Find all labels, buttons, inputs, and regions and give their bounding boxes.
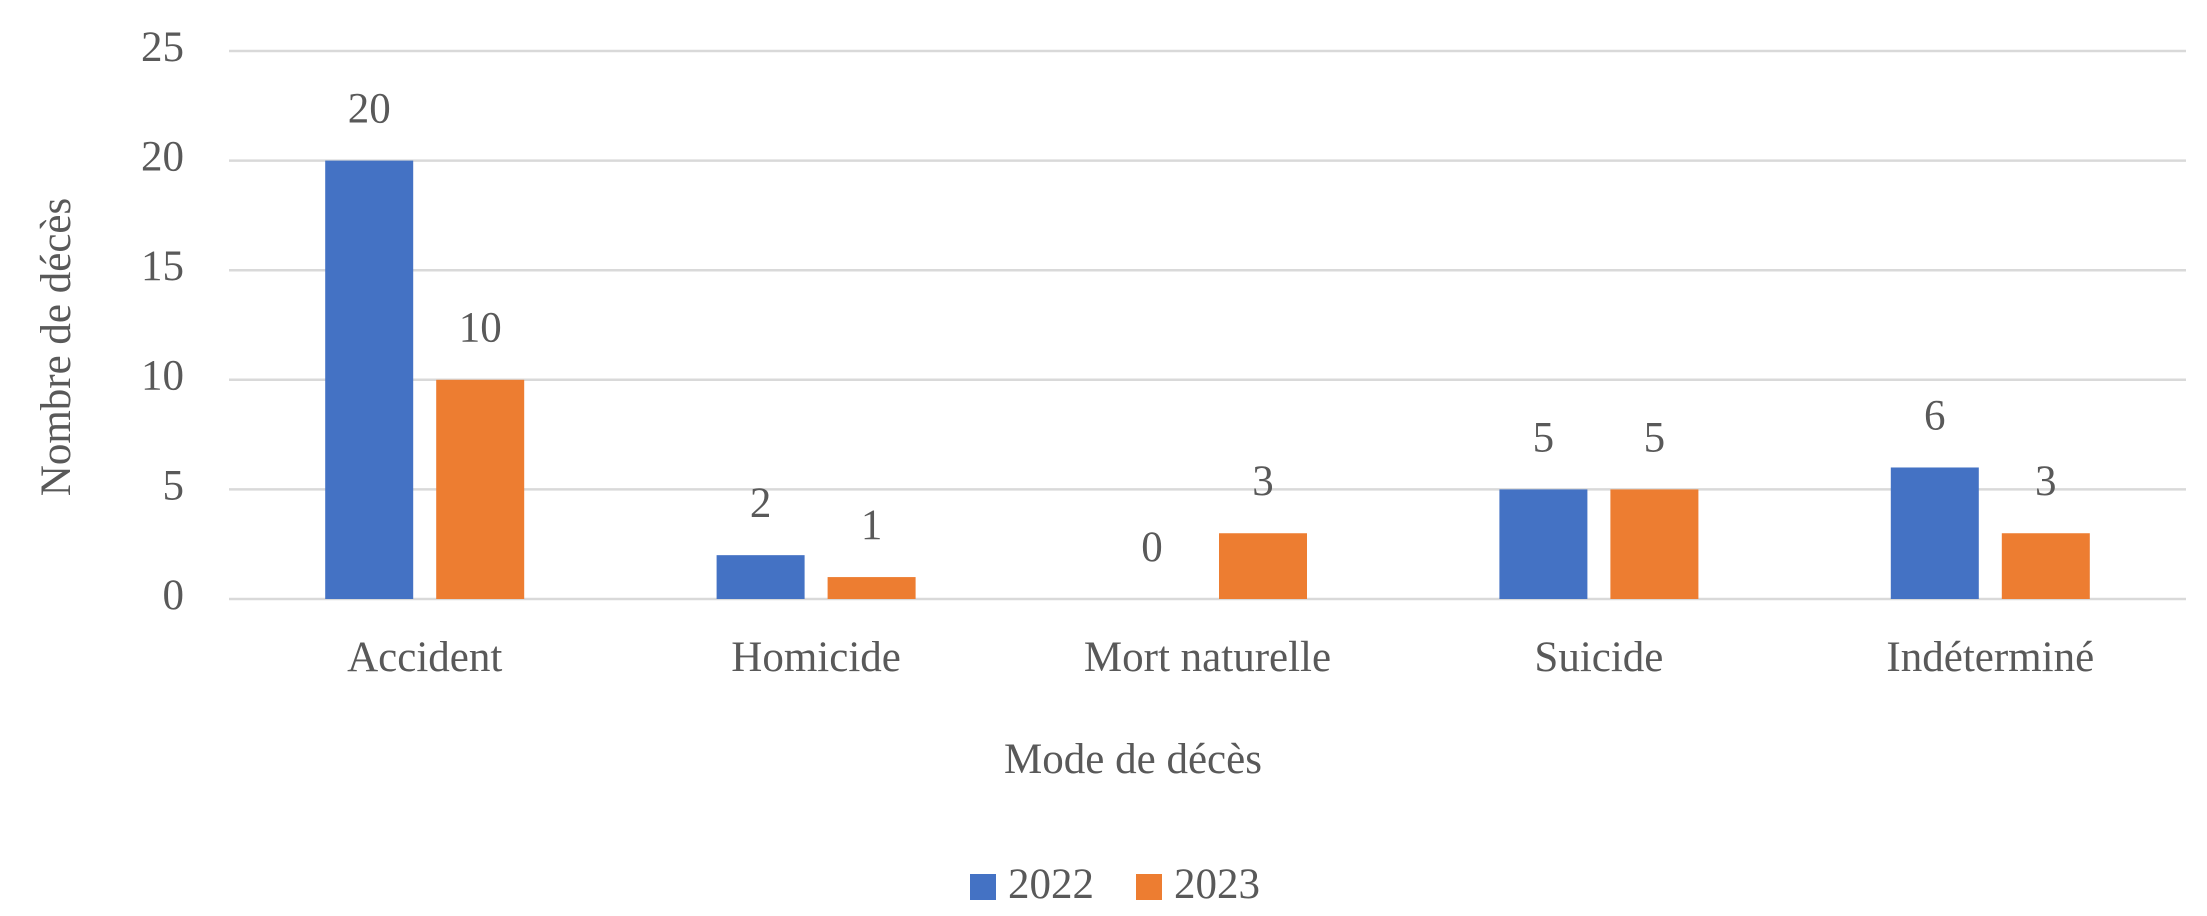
data-label: 5 [1533, 414, 1555, 461]
y-axis-title: Nombre de décès [33, 198, 80, 496]
y-tick-label: 25 [141, 24, 184, 71]
data-label: 6 [1924, 392, 1946, 439]
bar [716, 555, 805, 599]
bar [2001, 533, 2090, 599]
x-tick-label: Accident [347, 634, 502, 681]
x-tick-label: Mort naturelle [1084, 634, 1331, 681]
bar [436, 379, 525, 599]
legend-label: 2022 [1008, 861, 1094, 908]
data-label: 2 [750, 480, 772, 527]
legend-swatch [1136, 874, 1162, 900]
bar [1219, 533, 1307, 599]
data-label: 3 [1252, 458, 1274, 505]
x-tick-label: Indéterminé [1886, 634, 2094, 681]
x-axis-title: Mode de décès [1004, 736, 1262, 783]
legend-swatch [970, 874, 996, 900]
data-label: 20 [348, 85, 391, 132]
data-label: 3 [2035, 458, 2057, 505]
y-tick-label: 20 [141, 133, 184, 180]
x-tick-label: Homicide [731, 634, 901, 681]
data-label: 5 [1644, 414, 1666, 461]
y-tick-label: 15 [141, 243, 184, 290]
data-label: 0 [1141, 524, 1163, 571]
y-tick-label: 10 [141, 353, 184, 400]
data-label: 1 [861, 502, 883, 549]
bar [325, 160, 414, 599]
bar [1610, 489, 1699, 599]
bar [827, 577, 916, 599]
bar [1499, 489, 1588, 599]
y-tick-label: 5 [163, 462, 185, 509]
data-label: 10 [459, 305, 502, 352]
bar [1890, 467, 1979, 599]
x-tick-label: Suicide [1534, 634, 1663, 681]
legend-label: 2023 [1174, 861, 1260, 908]
y-tick-label: 0 [163, 572, 185, 619]
